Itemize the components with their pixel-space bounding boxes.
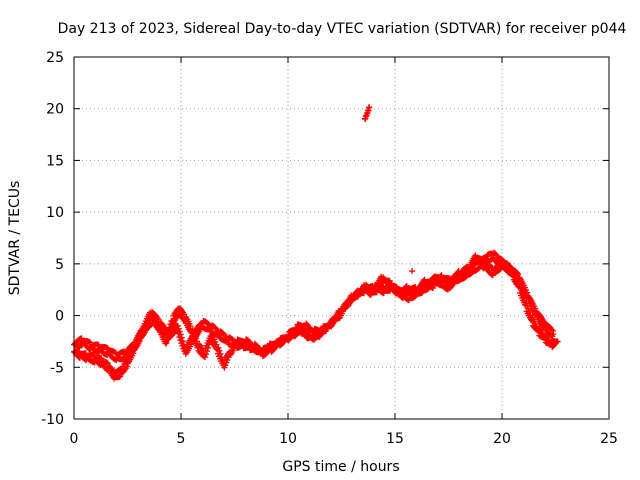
x-tick-label: 15 xyxy=(386,431,404,447)
series-points xyxy=(409,268,416,275)
axis-ticks: 0 5 10 15 20 25 -10 -5 0 5 10 15 20 25 xyxy=(41,50,618,447)
plot-frame xyxy=(73,56,610,420)
x-tick-label: 0 xyxy=(70,431,79,447)
y-tick-label: 0 xyxy=(55,309,64,325)
chart-title: Day 213 of 2023, Sidereal Day-to-day VTE… xyxy=(58,21,627,37)
y-axis-label: SDTVAR / TECUs xyxy=(7,181,23,296)
grid-lines xyxy=(74,57,609,419)
y-tick-label: -10 xyxy=(41,412,64,428)
y-tick-label: 5 xyxy=(55,257,64,273)
y-tick-label: 20 xyxy=(46,102,64,118)
y-tick-label: 25 xyxy=(46,50,64,66)
x-tick-label: 20 xyxy=(493,431,511,447)
x-axis-label: GPS time / hours xyxy=(282,459,399,475)
data-points xyxy=(71,104,561,382)
x-tick-label: 25 xyxy=(600,431,618,447)
series-points xyxy=(71,252,557,364)
y-tick-label: 15 xyxy=(46,153,64,169)
series-points xyxy=(362,104,373,123)
x-tick-label: 10 xyxy=(279,431,297,447)
y-tick-label: -5 xyxy=(50,360,64,376)
y-tick-label: 10 xyxy=(46,205,64,221)
x-tick-label: 5 xyxy=(177,431,186,447)
